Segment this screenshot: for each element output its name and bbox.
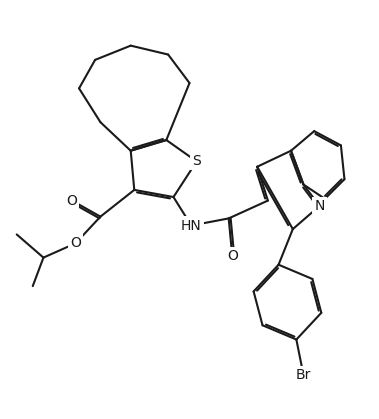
Text: O: O <box>70 236 81 250</box>
Text: O: O <box>66 194 77 207</box>
Text: N: N <box>314 199 325 213</box>
Text: O: O <box>227 249 238 263</box>
Text: HN: HN <box>181 219 202 233</box>
Text: S: S <box>192 155 201 168</box>
Text: Br: Br <box>296 368 311 382</box>
